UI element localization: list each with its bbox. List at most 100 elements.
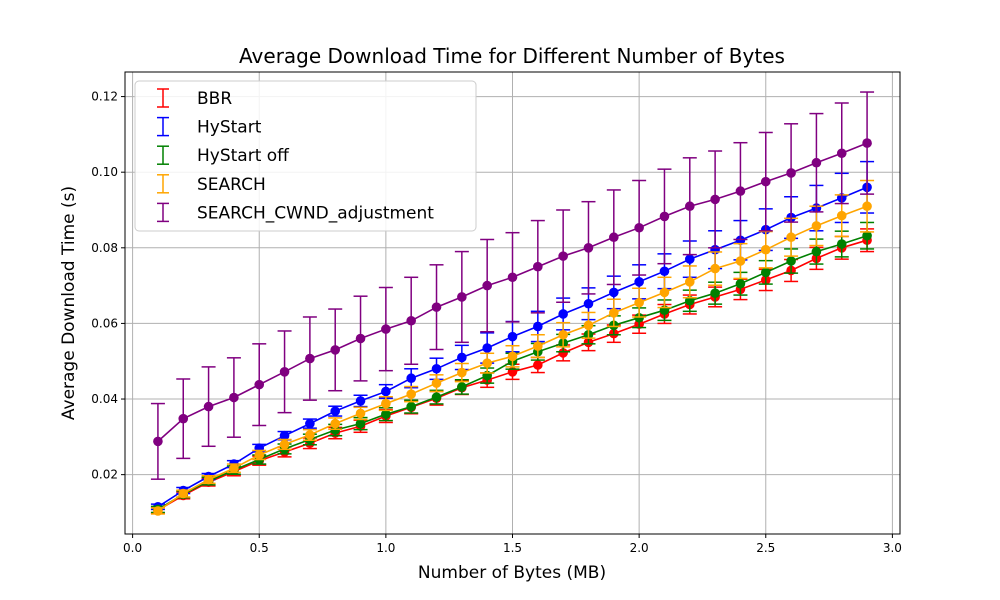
data-point xyxy=(507,351,518,362)
x-axis-label: Number of Bytes (MB) xyxy=(418,563,606,583)
data-point xyxy=(710,194,720,205)
data-point xyxy=(533,360,543,370)
data-point xyxy=(862,138,872,148)
data-point xyxy=(457,292,467,302)
series-search-cwnd-adjustment xyxy=(150,91,875,480)
data-point xyxy=(836,148,847,159)
x-tick-label: 0.5 xyxy=(250,541,269,555)
data-point xyxy=(254,450,265,460)
data-point xyxy=(558,251,568,261)
data-point xyxy=(558,309,568,319)
data-point xyxy=(634,297,644,308)
legend-item: SEARCH xyxy=(157,174,266,195)
data-point xyxy=(609,287,619,298)
y-tick-label: 0.02 xyxy=(91,468,118,482)
data-point xyxy=(634,312,644,323)
data-point xyxy=(659,287,670,298)
data-point xyxy=(431,363,442,374)
data-point xyxy=(735,235,746,246)
data-point xyxy=(457,352,467,363)
data-point xyxy=(381,386,391,397)
data-point xyxy=(735,256,746,266)
legend-item: HyStart xyxy=(157,116,262,138)
legend-label: HyStart xyxy=(197,118,262,138)
data-point xyxy=(684,277,695,287)
data-point xyxy=(406,373,416,384)
data-point xyxy=(583,320,594,331)
data-point xyxy=(305,418,315,429)
data-point xyxy=(836,210,847,221)
data-point xyxy=(457,367,467,378)
data-point xyxy=(735,278,746,289)
data-point xyxy=(229,392,239,403)
ticks: 0.0 0.5 1.0 1.5 2.0 2.5 3.0 0.02 0.04 0.06 0.08 0.1… xyxy=(91,90,902,555)
data-point xyxy=(811,157,822,168)
legend-label: SEARCH xyxy=(197,175,266,195)
legend-label: BBR xyxy=(197,89,232,109)
x-tick-label: 2.0 xyxy=(630,541,649,555)
data-point xyxy=(760,176,771,187)
data-point xyxy=(381,409,391,419)
data-point xyxy=(482,280,492,291)
data-point xyxy=(533,261,543,272)
y-axis-label: Average Download Time (s) xyxy=(59,186,79,420)
y-tick-label: 0.06 xyxy=(91,316,118,330)
data-point xyxy=(355,418,366,429)
data-point xyxy=(811,246,822,257)
data-point xyxy=(735,186,746,196)
data-point xyxy=(583,298,594,309)
data-point xyxy=(431,302,442,312)
data-point xyxy=(684,254,695,264)
data-point xyxy=(710,288,720,298)
chart-title: Average Download Time for Different Numb… xyxy=(239,44,785,68)
legend-item: BBR xyxy=(157,88,232,109)
data-point xyxy=(786,168,796,178)
data-point xyxy=(482,343,492,353)
y-tick-label: 0.12 xyxy=(91,90,118,104)
data-point xyxy=(355,396,366,406)
data-point xyxy=(760,244,771,255)
data-point xyxy=(507,331,518,342)
data-point xyxy=(507,272,518,283)
data-point xyxy=(558,348,568,358)
data-point xyxy=(153,506,163,516)
data-point xyxy=(533,321,543,332)
data-point xyxy=(482,358,492,368)
legend-item: SEARCH_CWND_adjustment xyxy=(157,202,434,223)
x-tick-label: 1.0 xyxy=(376,541,395,555)
x-tick-label: 1.5 xyxy=(503,541,522,555)
legend-item: HyStart off xyxy=(157,145,290,166)
data-point xyxy=(609,308,619,318)
data-point xyxy=(710,263,720,274)
data-point xyxy=(355,333,366,344)
data-point xyxy=(659,266,670,277)
data-point xyxy=(203,474,214,485)
data-point xyxy=(583,243,594,253)
data-point xyxy=(811,221,822,231)
x-tick-label: 0.0 xyxy=(123,541,142,555)
data-point xyxy=(178,488,189,499)
data-point xyxy=(786,232,796,243)
data-point xyxy=(862,201,872,212)
data-point xyxy=(153,436,163,447)
data-point xyxy=(862,230,872,241)
data-point xyxy=(786,256,796,266)
data-point xyxy=(836,239,847,249)
data-point xyxy=(457,382,467,392)
data-point xyxy=(684,201,695,212)
data-point xyxy=(229,463,239,474)
data-point xyxy=(279,430,290,441)
data-point xyxy=(330,345,341,355)
data-point xyxy=(533,341,543,351)
data-point xyxy=(406,315,416,326)
legend-label: SEARCH_CWND_adjustment xyxy=(197,203,434,223)
legend-frame xyxy=(134,80,477,232)
data-point xyxy=(634,277,644,287)
data-point xyxy=(305,430,315,440)
data-point xyxy=(279,367,290,377)
data-point xyxy=(355,408,366,419)
data-point xyxy=(381,398,391,409)
y-tick-label: 0.04 xyxy=(91,392,118,406)
data-point xyxy=(609,232,619,243)
y-tick-label: 0.10 xyxy=(91,165,118,179)
